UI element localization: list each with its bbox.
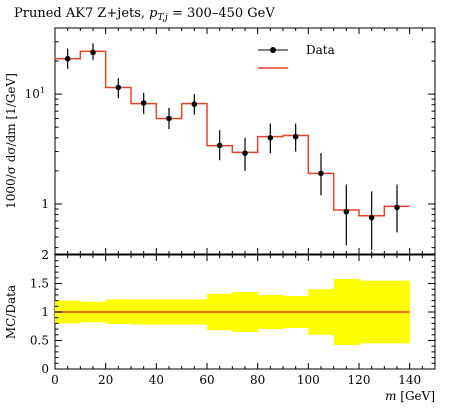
y-tick-label-ratio: 0.5 xyxy=(30,334,49,348)
x-tick-label: 100 xyxy=(297,373,320,387)
x-tick-label: 60 xyxy=(199,373,214,387)
legend: Data xyxy=(258,43,335,69)
data-point xyxy=(394,184,400,233)
y-tick-label-ratio: 0 xyxy=(41,362,49,376)
y-axis-label-ratio: MC/Data xyxy=(4,285,18,339)
data-point xyxy=(216,130,223,161)
data-point xyxy=(191,94,198,115)
x-axis-label: m [GeV] xyxy=(385,389,435,403)
data-point xyxy=(343,184,350,246)
data-point xyxy=(166,107,172,130)
data-marker xyxy=(292,133,299,140)
data-point xyxy=(292,123,299,152)
x-axis-label-unit: [GeV] xyxy=(396,389,435,403)
x-tick-label: 0 xyxy=(51,373,59,387)
title-main: Pruned AK7 Z+jets, xyxy=(14,6,149,21)
data-point xyxy=(267,123,274,154)
chart-title: Pruned AK7 Z+jets, pT,j = 300–450 GeV xyxy=(14,6,275,23)
data-marker xyxy=(191,101,198,107)
title-subscript: T,j xyxy=(158,13,169,23)
data-point xyxy=(90,43,96,60)
y-tick-label-base: 10 xyxy=(25,87,40,101)
y-tick-label-ratio: 1.5 xyxy=(30,277,49,291)
x-axis-label-var: m xyxy=(385,389,396,403)
y-tick-label-top: 1 xyxy=(41,197,49,211)
y-tick-label-exponent: 1 xyxy=(40,86,45,95)
data-marker xyxy=(140,100,147,106)
data-point xyxy=(64,48,71,69)
data-marker xyxy=(64,55,71,62)
x-tick-label: 140 xyxy=(398,373,421,387)
data-marker xyxy=(90,49,96,56)
x-tick-label: 40 xyxy=(149,373,164,387)
title-range: = 300–450 GeV xyxy=(168,6,275,21)
data-marker xyxy=(368,214,375,221)
data-marker xyxy=(242,150,248,156)
data-point xyxy=(368,191,375,251)
ratio-panel: 0 20 40 60 80 100 120 140 0 0.5 1 1.5 2 xyxy=(30,248,436,387)
data-point xyxy=(242,137,248,171)
y-tick-label-ratio: 1 xyxy=(41,305,49,319)
x-tick-label: 80 xyxy=(250,373,265,387)
legend-data-label: Data xyxy=(306,43,335,57)
x-tick-label: 120 xyxy=(348,373,371,387)
data-marker xyxy=(216,142,223,149)
data-point xyxy=(140,92,147,114)
title-kinematic: p xyxy=(149,6,158,21)
mc-step-line xyxy=(55,50,410,217)
data-marker xyxy=(267,135,274,141)
y-axis-label-top: 1000/σ dσ/dm [1/GeV] xyxy=(4,73,18,209)
data-point xyxy=(115,78,122,99)
y-tick-label-ratio: 2 xyxy=(41,248,49,262)
data-marker xyxy=(115,84,122,91)
data-marker xyxy=(343,208,350,215)
data-marker xyxy=(394,204,400,211)
data-marker xyxy=(166,115,172,122)
y-tick-label-top: 101 xyxy=(25,86,45,101)
legend-data-marker xyxy=(270,47,276,53)
data-point xyxy=(318,153,324,196)
data-marker xyxy=(318,170,324,177)
x-tick-label: 20 xyxy=(98,373,113,387)
